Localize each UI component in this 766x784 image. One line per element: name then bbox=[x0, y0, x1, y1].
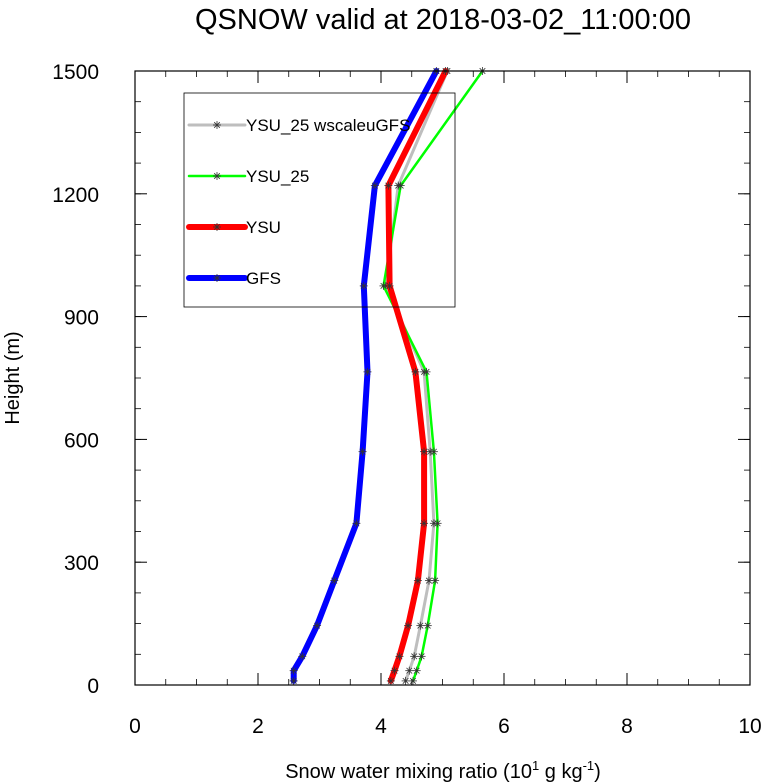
series-point bbox=[404, 621, 413, 630]
series-point bbox=[390, 666, 399, 675]
series-point bbox=[386, 676, 395, 685]
series-point bbox=[289, 676, 298, 685]
x-axis-label-main: Snow water mixing ratio (10 bbox=[285, 761, 532, 783]
series-point bbox=[370, 181, 379, 190]
legend-item: YSU bbox=[186, 218, 281, 237]
plot-area bbox=[289, 67, 487, 685]
series-point bbox=[416, 621, 425, 630]
x-tick-label: 6 bbox=[498, 715, 510, 738]
x-tick-label: 0 bbox=[129, 715, 141, 738]
x-tick-label: 4 bbox=[375, 715, 387, 738]
x-axis-label-mid: g kg bbox=[539, 761, 582, 783]
legend-marker bbox=[213, 274, 221, 282]
series-point bbox=[420, 447, 429, 456]
major-ticks bbox=[134, 70, 751, 686]
legend-marker bbox=[213, 172, 221, 180]
series-point bbox=[423, 621, 432, 630]
series-point bbox=[433, 519, 442, 528]
legend: YSU_25 wscaleuGFS YSU_25 YSU GFS bbox=[183, 92, 456, 308]
legend-item: YSU_25 wscaleuGFS bbox=[187, 116, 410, 135]
series-point bbox=[396, 181, 405, 190]
series-point bbox=[352, 519, 361, 528]
series-point bbox=[385, 281, 394, 290]
chart-title: QSNOW valid at 2018-03-02_11:00:00 bbox=[195, 4, 691, 36]
series-1 bbox=[379, 67, 487, 685]
series-point bbox=[424, 576, 433, 585]
legend-label: GFS bbox=[246, 269, 281, 288]
x-axis-label: Snow water mixing ratio (101 g kg-1) bbox=[285, 758, 601, 783]
legend-marker bbox=[213, 223, 221, 231]
x-axis-label-end: ) bbox=[594, 761, 601, 783]
legend-item: YSU_25 bbox=[187, 167, 309, 186]
series-point bbox=[413, 576, 422, 585]
series-2 bbox=[384, 67, 450, 685]
x-tick-label: 10 bbox=[738, 715, 761, 738]
series-point bbox=[313, 621, 322, 630]
legend-item: GFS bbox=[186, 269, 281, 288]
series-point bbox=[330, 576, 339, 585]
series-3 bbox=[289, 67, 441, 685]
legend-box bbox=[183, 92, 456, 308]
series-point bbox=[417, 652, 426, 661]
series-point bbox=[363, 367, 372, 376]
series-point bbox=[429, 447, 438, 456]
y-tick-label: 1500 bbox=[52, 61, 99, 84]
y-axis-label: Height (m) bbox=[2, 331, 24, 424]
legend-label: YSU bbox=[246, 218, 281, 237]
series-point bbox=[359, 281, 368, 290]
series-point bbox=[411, 367, 420, 376]
series-point bbox=[401, 676, 410, 685]
series-point bbox=[405, 666, 414, 675]
series-point bbox=[298, 652, 307, 661]
legend-label: YSU_25 bbox=[246, 167, 309, 186]
y-tick-label: 1200 bbox=[52, 184, 99, 207]
x-tick-label: 8 bbox=[621, 715, 633, 738]
y-tick-label: 900 bbox=[64, 307, 99, 330]
x-tick-label: 2 bbox=[252, 715, 264, 738]
legend-marker bbox=[213, 121, 221, 129]
series-point bbox=[412, 666, 421, 675]
minor-ticks bbox=[134, 70, 751, 686]
plot-frame bbox=[134, 70, 751, 686]
y-tick-label: 300 bbox=[64, 552, 99, 575]
y-tick-label: 600 bbox=[64, 429, 99, 452]
series-point bbox=[431, 576, 440, 585]
y-tick-label: 0 bbox=[87, 675, 99, 698]
series-point bbox=[410, 652, 419, 661]
x-axis-label-sup1: 1 bbox=[532, 758, 539, 773]
series-point bbox=[420, 519, 429, 528]
x-axis-label-sup2: -1 bbox=[583, 758, 595, 773]
series-point bbox=[289, 666, 298, 675]
series-point bbox=[422, 367, 431, 376]
series-point bbox=[384, 181, 393, 190]
tick-labels: 0 2 4 6 8 10 0 300 600 900 1200 1500 bbox=[52, 61, 761, 738]
legend-label: YSU_25 wscaleuGFS bbox=[246, 116, 410, 135]
series-point bbox=[358, 447, 367, 456]
series-point bbox=[395, 652, 404, 661]
series-point bbox=[408, 676, 417, 685]
